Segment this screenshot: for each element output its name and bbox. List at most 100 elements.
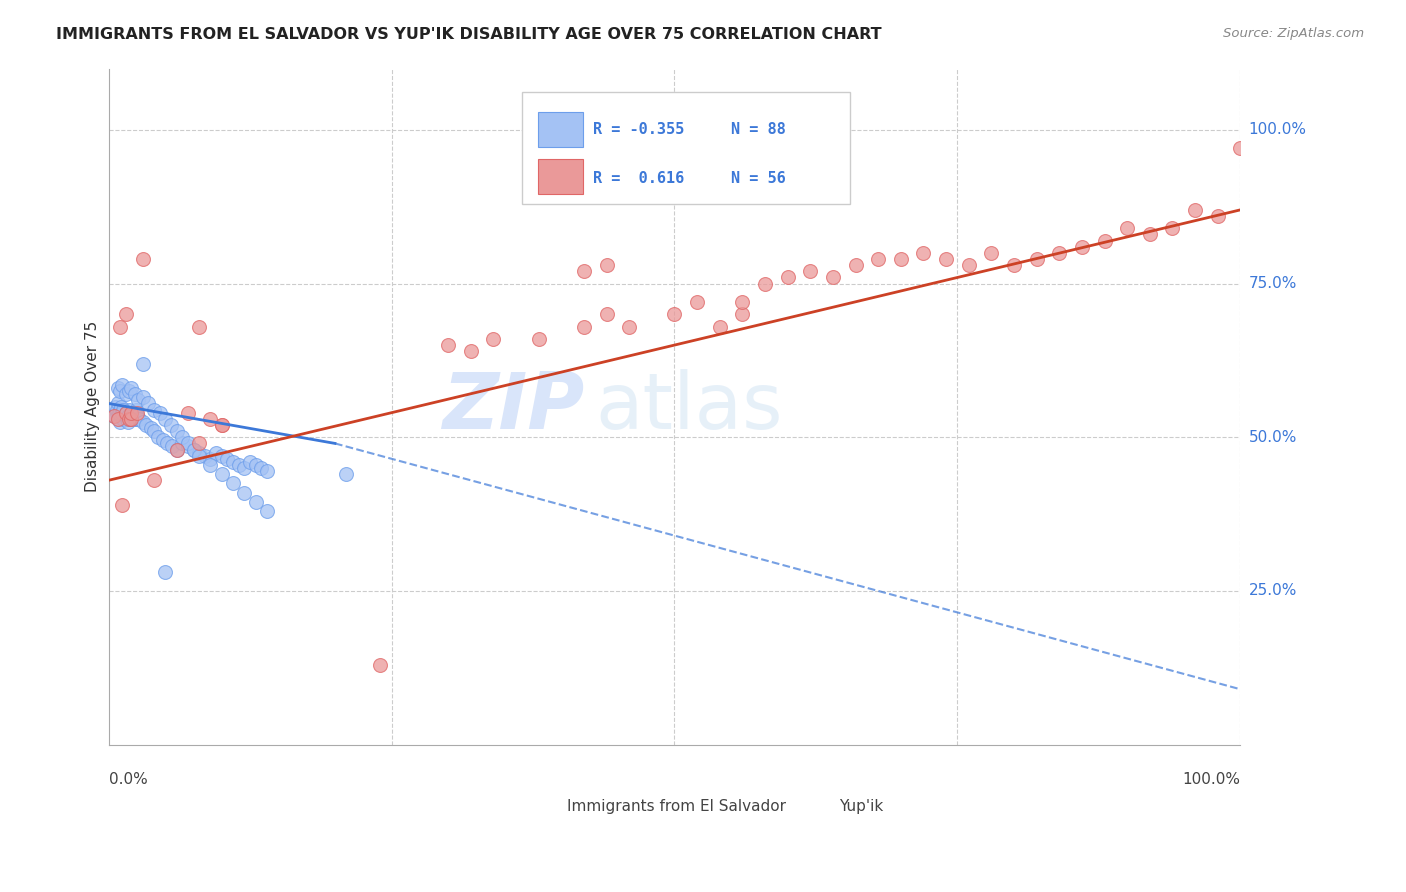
Point: [250, 461, 273, 475]
Point: [120, 412, 142, 426]
Text: atlas: atlas: [595, 368, 783, 444]
Point: [1002, 258, 1025, 272]
Point: [1229, 141, 1251, 155]
Point: [980, 246, 1002, 260]
Point: [125, 409, 148, 423]
FancyBboxPatch shape: [537, 159, 583, 194]
Point: [118, 402, 141, 417]
Point: [166, 442, 188, 457]
Point: [114, 387, 136, 401]
Point: [211, 417, 233, 432]
Point: [868, 252, 890, 266]
Point: [148, 406, 170, 420]
Point: [117, 409, 139, 423]
Point: [205, 445, 228, 459]
Point: [108, 319, 131, 334]
Point: [108, 415, 131, 429]
Point: [1047, 246, 1070, 260]
Text: IMMIGRANTS FROM EL SALVADOR VS YUP'IK DISABILITY AGE OVER 75 CORRELATION CHART: IMMIGRANTS FROM EL SALVADOR VS YUP'IK DI…: [56, 27, 882, 42]
Point: [117, 415, 139, 429]
FancyBboxPatch shape: [797, 793, 832, 818]
Text: 0.0%: 0.0%: [108, 772, 148, 787]
Point: [107, 412, 129, 426]
Point: [200, 412, 222, 426]
Point: [1116, 221, 1139, 235]
Point: [245, 458, 267, 472]
Point: [136, 396, 159, 410]
Point: [172, 430, 194, 444]
Point: [1161, 221, 1184, 235]
Point: [142, 473, 165, 487]
Point: [128, 412, 150, 426]
Point: [118, 412, 141, 426]
Point: [118, 384, 141, 399]
Point: [148, 430, 170, 444]
Point: [595, 307, 617, 321]
Point: [105, 402, 128, 417]
Point: [112, 402, 135, 417]
Point: [125, 402, 148, 417]
Point: [131, 390, 153, 404]
Point: [135, 417, 157, 432]
Point: [957, 258, 980, 272]
Point: [183, 442, 205, 457]
Point: [121, 409, 143, 423]
Point: [256, 464, 278, 478]
Point: [127, 393, 149, 408]
Point: [120, 412, 142, 426]
Point: [155, 412, 177, 426]
Point: [103, 409, 125, 423]
Point: [527, 332, 550, 346]
Point: [233, 461, 256, 475]
Point: [222, 476, 245, 491]
Point: [335, 467, 357, 482]
Point: [1070, 240, 1092, 254]
Point: [108, 402, 131, 417]
Point: [103, 409, 125, 423]
Text: R =  0.616: R = 0.616: [593, 170, 685, 186]
Text: R = -0.355: R = -0.355: [593, 122, 685, 136]
Point: [156, 436, 179, 450]
Point: [664, 307, 686, 321]
Point: [177, 440, 200, 454]
Point: [890, 252, 912, 266]
Point: [142, 402, 165, 417]
Point: [114, 409, 136, 423]
Point: [211, 467, 233, 482]
Point: [1184, 202, 1206, 217]
Point: [108, 384, 131, 399]
Point: [572, 319, 595, 334]
Point: [1094, 234, 1116, 248]
Point: [368, 657, 391, 672]
Point: [217, 451, 239, 466]
Point: [111, 406, 134, 420]
Point: [194, 449, 217, 463]
Point: [1206, 209, 1229, 223]
Point: [686, 295, 709, 310]
Point: [105, 406, 128, 420]
Point: [121, 406, 143, 420]
Point: [114, 406, 136, 420]
Point: [120, 406, 142, 420]
Point: [152, 434, 174, 448]
Point: [821, 270, 844, 285]
Text: 100.0%: 100.0%: [1249, 122, 1306, 137]
Point: [104, 400, 127, 414]
Point: [160, 440, 183, 454]
Point: [754, 277, 776, 291]
Point: [437, 338, 460, 352]
Point: [912, 246, 935, 260]
Point: [125, 409, 148, 423]
Point: [131, 415, 153, 429]
Point: [211, 417, 233, 432]
Point: [172, 436, 194, 450]
Point: [460, 344, 482, 359]
Point: [177, 406, 200, 420]
Point: [166, 442, 188, 457]
Y-axis label: Disability Age Over 75: Disability Age Over 75: [86, 321, 100, 492]
Point: [256, 504, 278, 518]
FancyBboxPatch shape: [522, 92, 849, 203]
Point: [200, 458, 222, 472]
FancyBboxPatch shape: [526, 793, 560, 818]
Point: [120, 381, 142, 395]
